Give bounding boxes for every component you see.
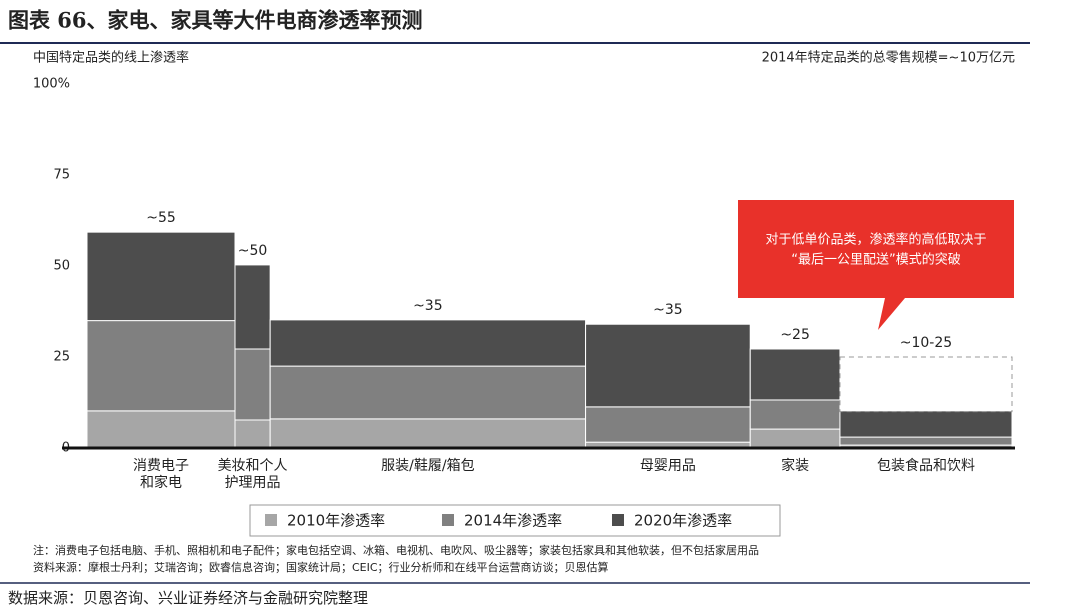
callout-text: “最后一公里配送”模式的突破 (791, 252, 960, 268)
source: 数据来源：贝恩咨询、兴业证券经济与金融研究院整理 (8, 589, 368, 607)
top-label: ~10-25 (900, 335, 952, 351)
x-tick-label: 家装 (781, 458, 810, 474)
bar-segment (234, 264, 271, 350)
bar-segment (749, 399, 841, 430)
bar-segment (269, 365, 587, 420)
bar-segment (749, 428, 841, 449)
bar-segment (839, 436, 1013, 446)
bar-segment (86, 410, 236, 449)
x-tick-label: 母婴用品 (639, 458, 696, 474)
x-tick-label: 消费电子 和家电 (133, 458, 189, 491)
legend-label: 2020年渗透率 (634, 512, 732, 530)
subtitle-right: 2014年特定品类的总零售规模=~10万亿元 (762, 50, 1015, 66)
top-label: ~50 (238, 243, 268, 259)
range-box (839, 356, 1013, 413)
y-tick-label: 100% (33, 77, 70, 92)
top-label: ~35 (413, 298, 443, 314)
x-tick-label: 美妆和个人 护理用品 (217, 458, 288, 491)
top-label: ~25 (780, 327, 810, 343)
top-label: ~55 (146, 210, 176, 226)
bar-segment (585, 406, 751, 443)
bar-segment (749, 348, 841, 401)
y-tick-label: 25 (53, 350, 70, 365)
bar-segment (269, 319, 587, 367)
y-tick-label: 50 (53, 259, 70, 274)
callout-box (738, 200, 1014, 330)
subtitle-left: 中国特定品类的线上渗透率 (33, 50, 189, 66)
callout-text: 对于低单价品类，渗透率的高低取决于 (765, 232, 986, 248)
legend-label: 2010年渗透率 (287, 512, 385, 530)
title: 图表 66、家电、家具等大件电商渗透率预测 (8, 8, 423, 33)
bar-segment (269, 418, 587, 449)
top-label: ~35 (653, 302, 683, 318)
x-tick-label: 服装/鞋履/箱包 (381, 458, 475, 474)
bar-segment (234, 419, 271, 449)
bar-segment (234, 348, 271, 421)
bar-segment (585, 323, 751, 408)
note: 注：消费电子包括电脑、手机、照相机和电子配件；家电包括空调、冰箱、电视机、电吹风… (33, 543, 759, 557)
legend-box (249, 504, 781, 537)
legend-swatch (265, 514, 277, 526)
legend-label: 2014年渗透率 (464, 512, 562, 530)
note: 资料来源：摩根士丹利；艾瑞咨询；欧睿信息咨询；国家统计局；CEIC；行业分析师和… (33, 560, 609, 574)
y-tick-label: 75 (53, 168, 70, 183)
bar-segment (86, 231, 236, 322)
x-tick-label: 包装食品和饮料 (876, 458, 975, 474)
legend-swatch (442, 514, 454, 526)
bar-segment (86, 320, 236, 412)
legend-swatch (612, 514, 624, 526)
bar-segment (839, 410, 1013, 438)
